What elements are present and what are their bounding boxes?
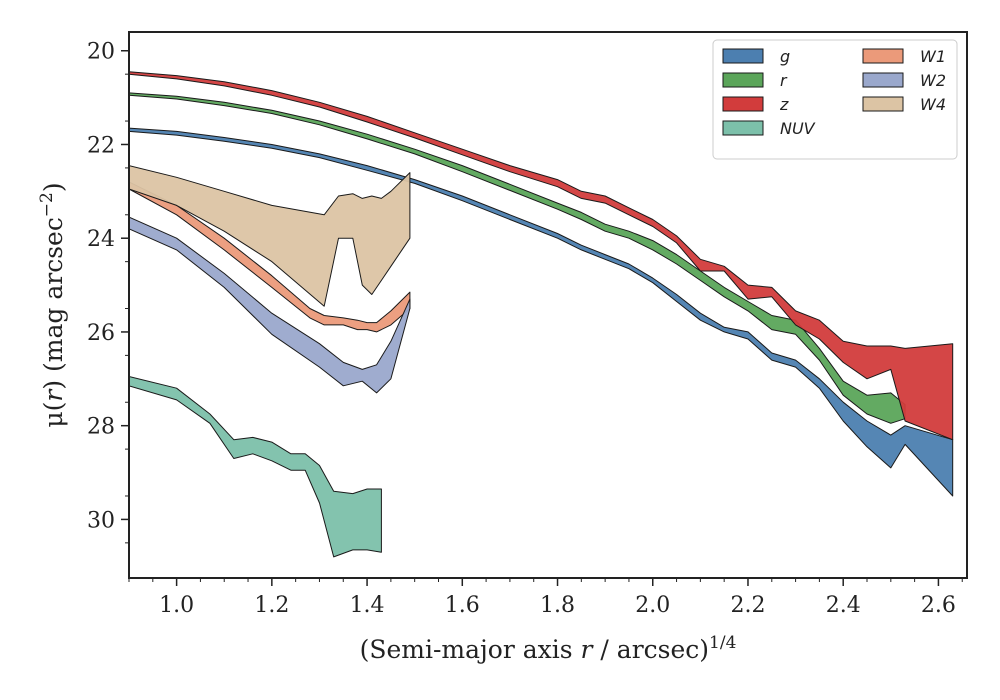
x-axis-label-exponent: 1/4 [709, 633, 736, 653]
y-tick-label: 24 [87, 227, 115, 252]
x-tick-label: 1.8 [540, 593, 575, 618]
plot-frame [128, 31, 968, 579]
band-w2 [129, 216, 411, 394]
y-tick-label: 26 [87, 321, 115, 346]
y-axis-label-exponent: −2 [37, 192, 57, 217]
legend-swatch-z [722, 96, 764, 112]
x-tick-label: 2.2 [730, 593, 765, 618]
x-axis-label: (Semi-major axis r / arcsec)1/4 [360, 633, 737, 664]
x-tick-label: 1.0 [159, 593, 194, 618]
x-axis-label-part: r [581, 635, 595, 664]
y-tick-label: 30 [87, 508, 115, 533]
legend-frame [712, 39, 958, 160]
band-z [129, 71, 954, 441]
y-tick-label: 22 [87, 133, 115, 158]
legend-label-nuv: NUV [780, 119, 816, 138]
x-axis: 1.0 1.2 1.4 1.6 1.8 2.0 2.2 2.4 2.6 [128, 578, 963, 618]
y-tick-label: 20 [87, 40, 115, 65]
y-axis-label-part: ) (mag arcsec [39, 217, 68, 390]
legend: grz NUV W1 W2 W4 [712, 39, 958, 160]
band-w4 [129, 165, 411, 307]
legend-label-w2: W2 [920, 71, 946, 90]
x-tick-label: 2.4 [826, 593, 861, 618]
legend-label-r: r [780, 71, 788, 90]
band-nuv [129, 376, 382, 558]
x-axis-label-part: / arcsec) [592, 635, 709, 664]
y-axis-label-part: μ( [39, 402, 68, 428]
bands [129, 71, 954, 558]
legend-label-g: g [780, 47, 790, 66]
x-tick-label: 1.4 [350, 593, 385, 618]
y-axis-label: μ(r) (mag arcsec−2) [37, 182, 68, 427]
legend-swatch-r [722, 72, 764, 88]
x-tick-label: 1.2 [254, 593, 289, 618]
y-axis-label-part: r [39, 388, 68, 402]
legend-swatch-nuv [722, 120, 764, 136]
legend-swatch-w4 [862, 96, 904, 112]
legend-swatch-w1 [862, 48, 904, 64]
x-tick-label: 2.0 [635, 593, 670, 618]
x-axis-label-part: (Semi-major axis [360, 635, 581, 664]
x-tick-label: 2.6 [921, 593, 956, 618]
legend-label-w1: W1 [920, 47, 946, 66]
band-g [129, 127, 954, 497]
legend-label-w4: W4 [920, 95, 946, 114]
legend-swatch-w2 [862, 72, 904, 88]
x-tick-label: 1.6 [445, 593, 480, 618]
y-tick-label: 28 [87, 415, 115, 440]
legend-swatch-g [722, 48, 764, 64]
legend-label-z: z [779, 95, 789, 114]
y-axis-label-part: ) [39, 182, 68, 192]
y-axis: 20 22 24 26 28 30 [87, 40, 129, 544]
